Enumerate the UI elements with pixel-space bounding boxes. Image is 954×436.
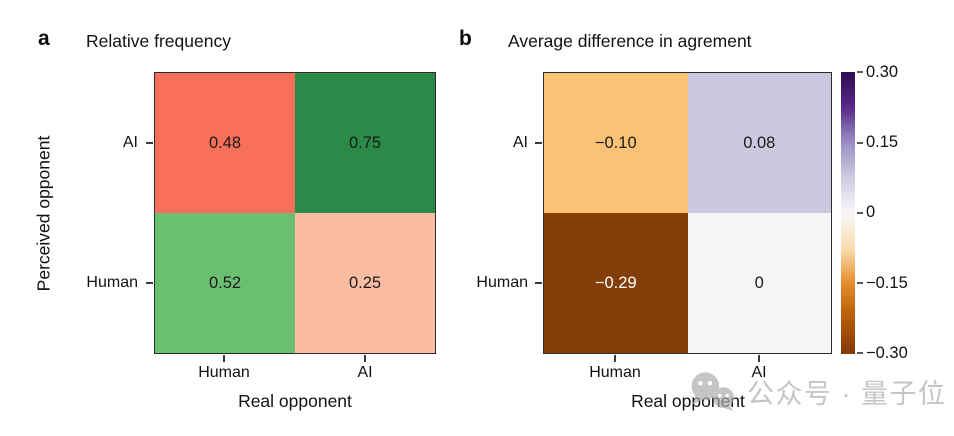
panel-a-title: Relative frequency — [86, 31, 231, 51]
panel-a-ytick-human: Human — [86, 274, 138, 291]
panel-b-xtickmark-ai — [758, 355, 760, 362]
heatmap-cell-b-ai-ai: 0.08 — [687, 73, 831, 213]
panel-b-ytickmark-human — [535, 282, 542, 284]
panel-a-letter: a — [38, 27, 50, 50]
panel-a-xtick-human: Human — [198, 364, 250, 381]
colorbar-tickmark-m015 — [857, 282, 863, 284]
panel-a-ytickmark-human — [146, 282, 153, 284]
panel-b-letter: b — [459, 27, 472, 50]
colorbar-gradient — [841, 72, 855, 354]
heatmap-cell-a-human-human: 0.52 — [155, 213, 295, 353]
panel-a-ylabel: Perceived opponent — [24, 72, 64, 354]
colorbar-label-015: 0.15 — [866, 133, 899, 151]
panel-b-xtick-human: Human — [589, 364, 641, 381]
panel-a-ylabel-text: Perceived opponent — [33, 135, 54, 291]
panel-b-ytickmark-ai — [535, 142, 542, 144]
colorbar-label-m030: −0.30 — [866, 344, 908, 362]
watermark: 公众号 · 量子位 — [687, 371, 947, 411]
colorbar-tickmark-015 — [857, 142, 863, 144]
heatmap-cell-a-ai-human: 0.48 — [155, 73, 295, 213]
wechat-icon — [687, 371, 739, 411]
colorbar-tickmark-m030 — [857, 352, 863, 354]
panel-a-xtick-ai: AI — [357, 364, 373, 381]
panel-a-ytick-ai: AI — [122, 134, 138, 151]
heatmap-cell-a-human-ai: 0.25 — [295, 213, 435, 353]
heatmap-cell-b-human-ai: 0 — [687, 213, 831, 353]
panel-a-xtickmark-ai — [364, 355, 366, 362]
heatmap-cell-b-human-human: −0.29 — [544, 213, 688, 353]
colorbar-tickmark-030 — [857, 71, 863, 73]
panel-a-ytickmark-ai — [146, 142, 153, 144]
panel-b-title: Average difference in agrement — [508, 31, 752, 51]
heatmap-cell-b-ai-human: −0.10 — [544, 73, 688, 213]
colorbar-label-0: 0 — [866, 203, 876, 221]
panel-b-heatmap: −0.10 0.08 −0.29 0 — [543, 72, 832, 354]
colorbar-label-030: 0.30 — [866, 63, 899, 81]
heatmap-cell-a-ai-ai: 0.75 — [295, 73, 435, 213]
panel-a-heatmap: 0.48 0.75 0.52 0.25 — [154, 72, 436, 354]
panel-a-xtickmark-human — [223, 355, 225, 362]
panel-b-xtickmark-human — [614, 355, 616, 362]
panel-b-ytick-human: Human — [476, 274, 528, 291]
colorbar-label-m015: −0.15 — [866, 274, 908, 292]
watermark-text: 公众号 · 量子位 — [747, 378, 947, 409]
panel-a-xlabel: Real opponent — [238, 391, 352, 411]
colorbar-tickmark-0 — [857, 212, 863, 214]
panel-b-xtick-ai: AI — [751, 364, 767, 381]
panel-b-ytick-ai: AI — [512, 134, 528, 151]
